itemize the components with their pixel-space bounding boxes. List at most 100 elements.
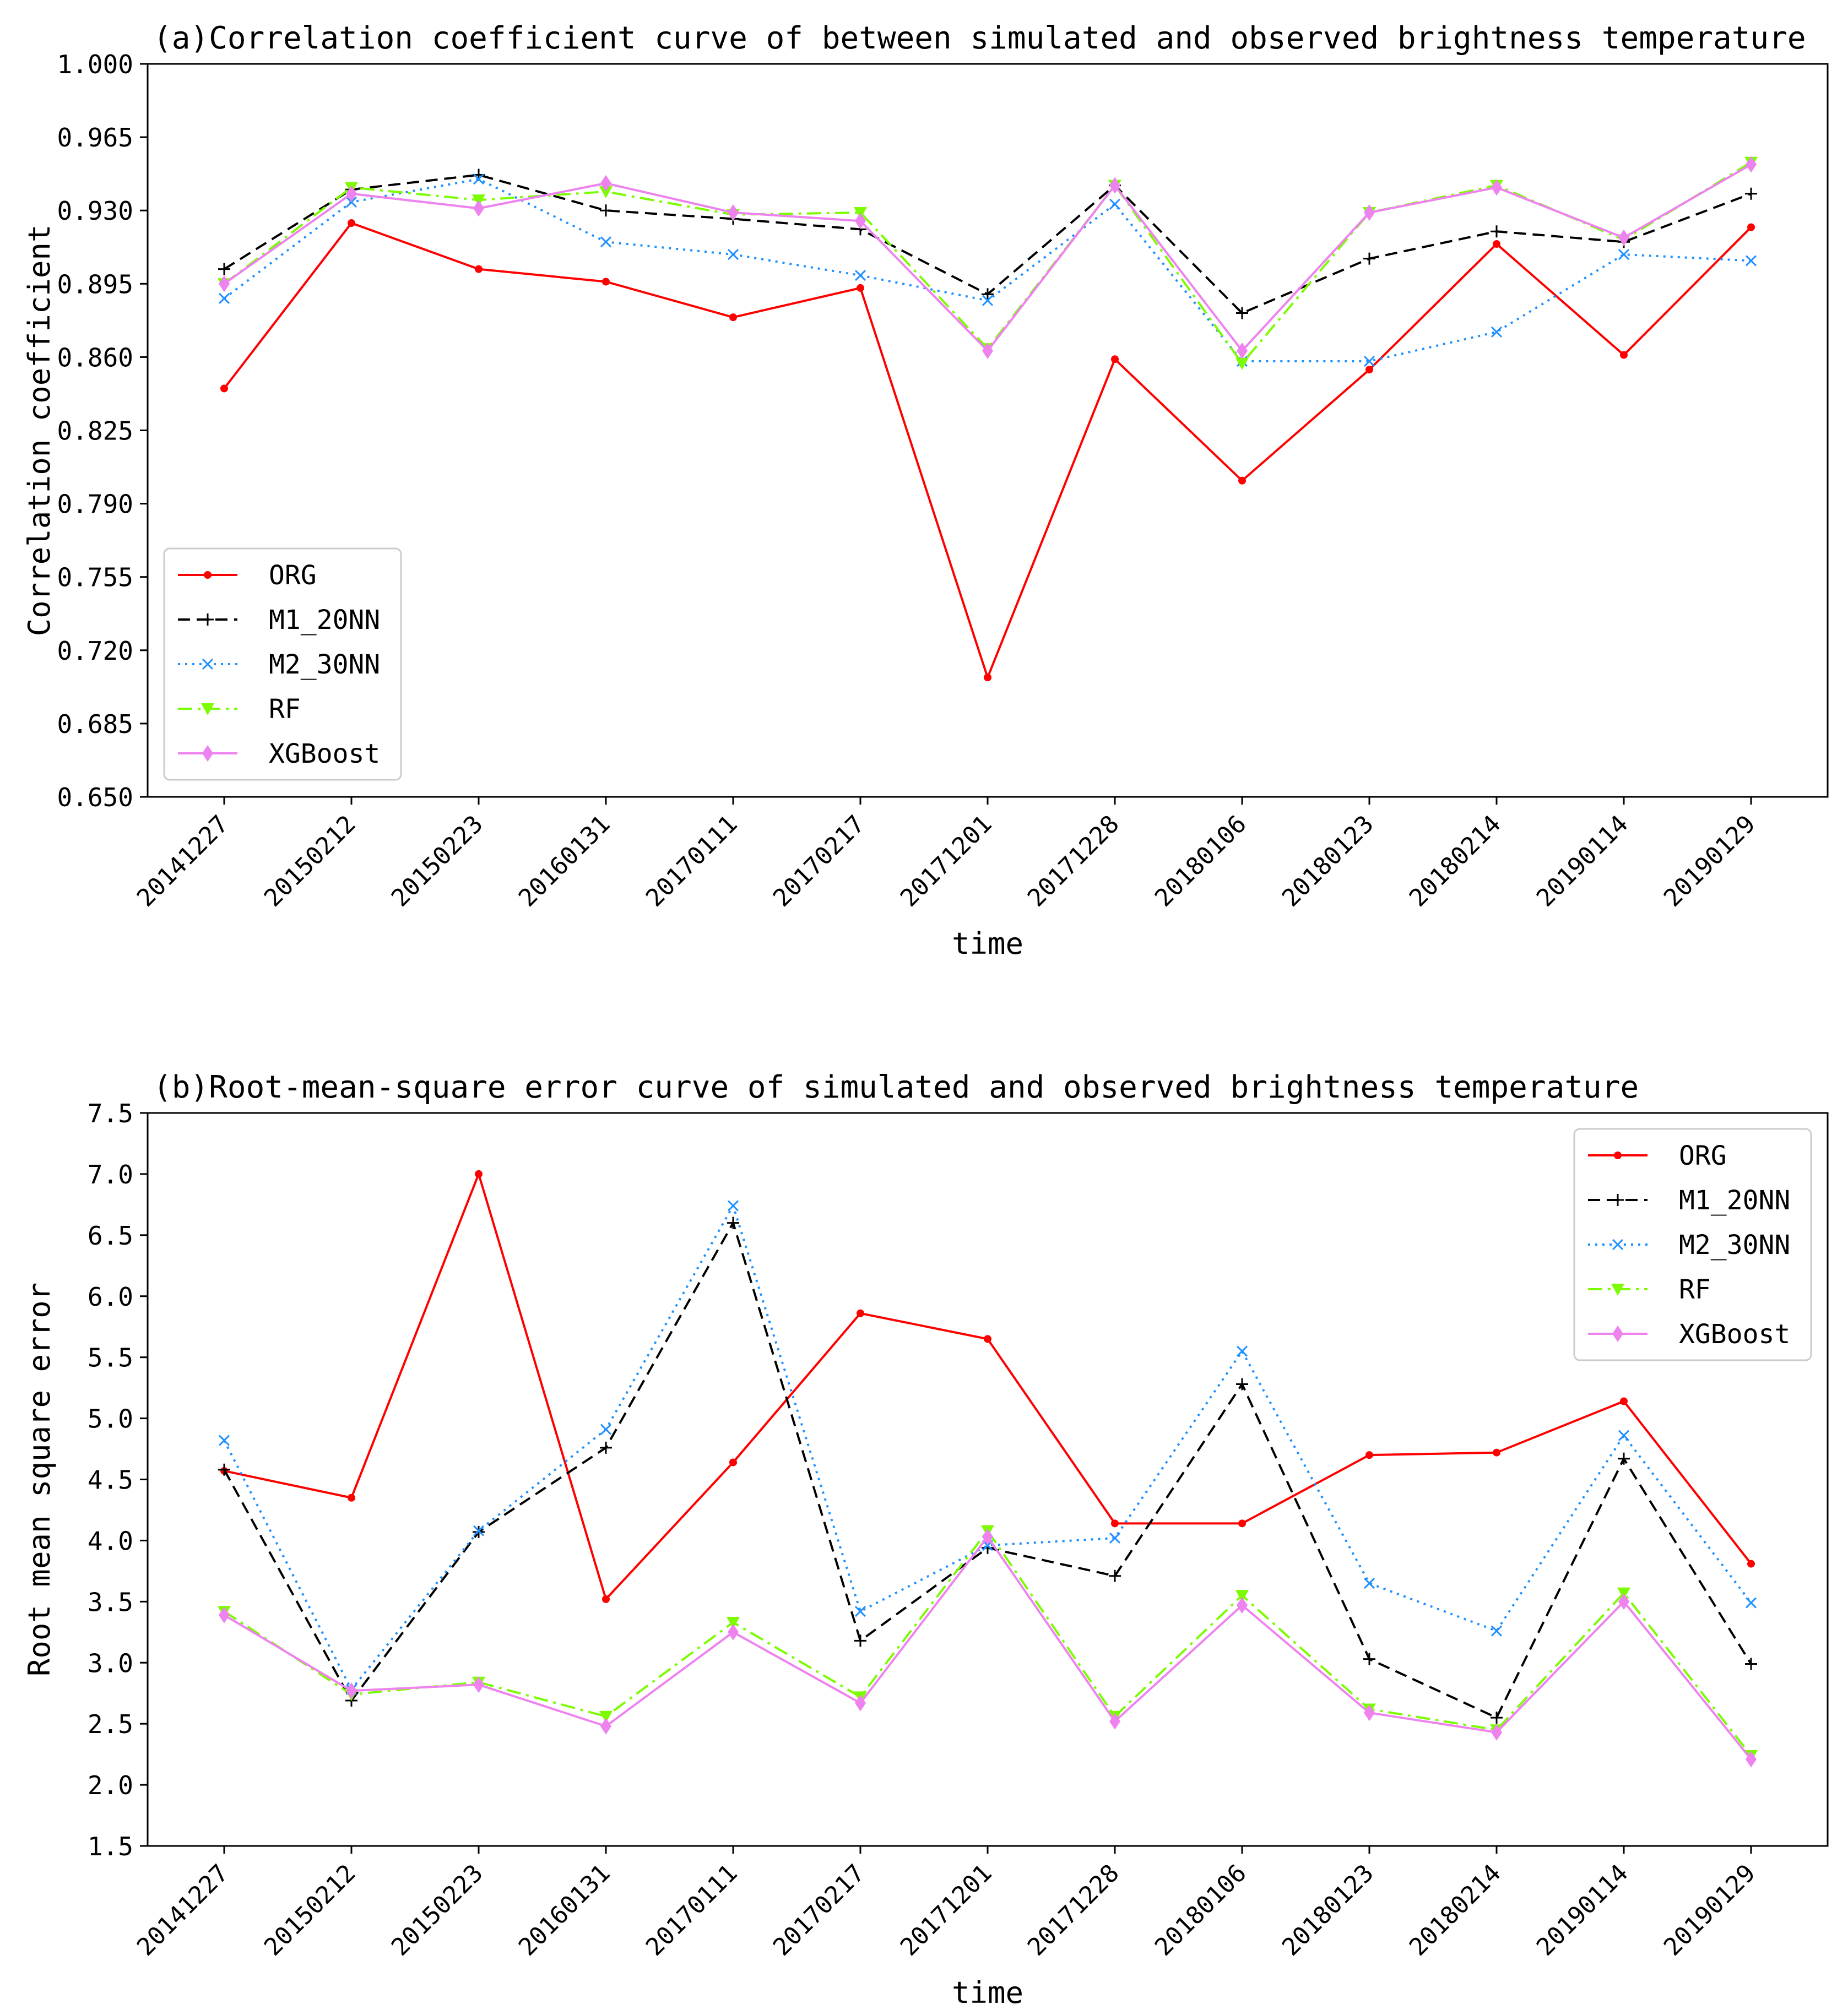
x-tick-label: 20141227 [132,810,234,913]
legend-marker [1612,1239,1624,1251]
x-tick-label: 20190114 [1531,1859,1634,1962]
series-line [223,1221,1752,1719]
x-tick-label: 20190129 [1659,810,1761,913]
legend-frame [1573,1128,1812,1361]
x-tick-label: 20150212 [259,1859,361,1962]
data-point [218,1463,230,1476]
data-point [1746,1751,1757,1768]
x-tick-label: 20170111 [641,1859,743,1962]
data-point [602,278,610,286]
data-point [600,1718,611,1735]
legend-item-m1-20nn: M1_20NN [178,605,380,636]
x-axis-label: time [952,1975,1023,2010]
data-point [1618,229,1629,246]
data-point [982,342,993,359]
data-point [854,1634,866,1647]
legend-label: M2_30NN [1679,1230,1790,1261]
data-point [1747,1560,1755,1568]
data-point [218,1435,230,1446]
data-point [1618,248,1630,260]
legend: ORG M1_20NN M2_30NN RF XGBoost [1573,1128,1812,1361]
data-point [1745,255,1757,267]
series-line [223,163,1752,352]
data-point [1109,1532,1121,1544]
data-point [857,1309,864,1317]
data-point [1745,1597,1757,1609]
y-tick-label: 5.5 [88,1343,133,1373]
y-tick-label: 0.650 [57,783,133,812]
y-tick-label: 0.720 [57,636,133,666]
data-point [1620,1397,1628,1405]
x-tick-label: 20160131 [513,1859,616,1962]
data-point [473,173,485,185]
data-point [857,284,864,292]
x-tick-label: 20180123 [1277,810,1379,913]
data-point [1745,187,1757,200]
x-tick-label: 20171228 [1022,1859,1125,1962]
data-point [729,313,737,322]
y-tick-label: 0.860 [57,343,133,372]
chart-title: (a)Correlation coefficient curve of betw… [153,20,1806,56]
data-point [1365,1451,1373,1459]
y-tick-label: 0.825 [57,416,133,446]
data-point [348,1493,355,1502]
data-point [473,1676,484,1693]
data-point [1363,1653,1375,1665]
y-tick-label: 1.000 [57,50,133,79]
y-tick-label: 6.0 [88,1282,133,1312]
series-m2-30nn [218,173,1757,367]
y-tick-label: 4.5 [88,1465,133,1495]
y-tick-label: 3.0 [88,1648,133,1678]
data-point [602,1595,610,1603]
data-point [984,1335,991,1343]
data-point [728,1623,739,1641]
x-tick-label: 20180106 [1150,810,1252,913]
data-point [348,219,355,227]
legend-marker [202,745,213,762]
data-point [346,185,357,202]
y-tick-label: 0.965 [57,123,133,153]
x-tick-label: 20171201 [895,810,998,913]
x-tick-label: 20170217 [768,810,870,913]
data-point [1363,252,1375,265]
x-tick-label: 20171228 [1022,810,1125,913]
legend-marker [202,658,214,670]
data-point [1746,156,1757,173]
x-tick-label: 20180214 [1404,1859,1506,1962]
legend-marker [202,613,214,626]
data-point [1493,1448,1500,1457]
series-line [223,1535,1752,1760]
data-point [1620,351,1628,359]
data-point [218,292,230,304]
data-point [1111,355,1119,363]
data-point [473,200,484,217]
legend-label: RF [269,694,301,725]
legend-item-rf: RF [178,694,301,725]
legend-label: XGBoost [1679,1319,1790,1350]
data-point [599,1710,613,1723]
data-point [219,1606,230,1623]
legend-item-org: ORG [178,560,317,591]
y-tick-label: 5.0 [88,1404,133,1434]
data-point [1237,342,1248,359]
legend-label: XGBoost [269,738,380,769]
data-point [854,1606,866,1617]
data-point [1235,1590,1249,1603]
data-point [1109,177,1120,194]
data-point [1747,223,1755,231]
data-point [1491,326,1503,338]
data-point [220,384,228,393]
x-tick-label: 20170217 [768,1859,870,1962]
data-point [982,295,994,306]
x-tick-label: 20190129 [1659,1859,1761,1962]
data-point [1491,1724,1502,1741]
data-point [727,1216,739,1229]
y-axis-label: Root mean square error [22,1283,57,1676]
chart-panel-a: (a)Correlation coefficient curve of betw… [22,20,1829,961]
legend-marker [1614,1152,1622,1159]
y-tick-label: 2.5 [88,1709,133,1739]
data-point [600,204,612,217]
data-point [473,1525,485,1538]
data-point [1618,1430,1630,1441]
data-point [1364,1704,1375,1721]
